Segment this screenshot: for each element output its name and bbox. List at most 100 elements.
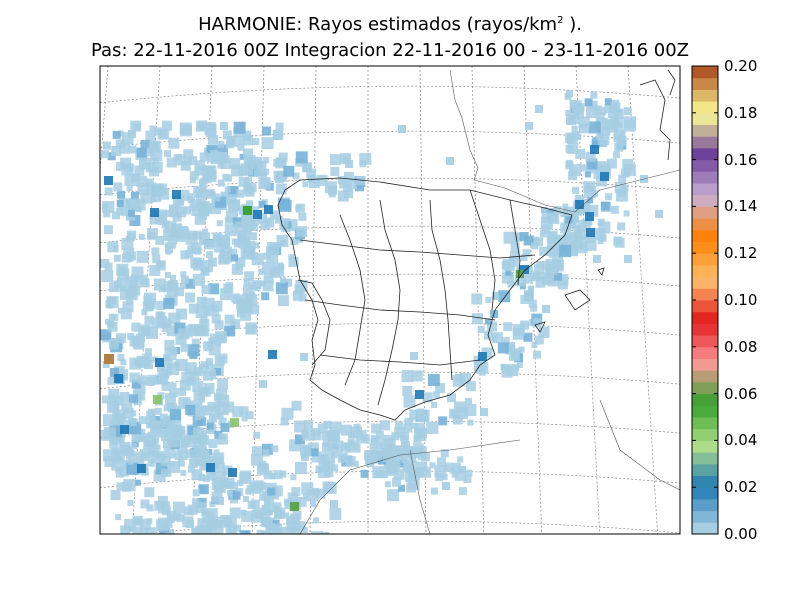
lightning-cell xyxy=(245,322,258,335)
lightning-cell xyxy=(256,529,264,534)
lightning-cell xyxy=(612,151,620,159)
colorbar-segment xyxy=(692,498,718,512)
lightning-cell xyxy=(187,193,194,200)
map-subtitle: Pas: 22-11-2016 00Z Integracion 22-11-20… xyxy=(90,40,689,61)
lightning-cell xyxy=(277,158,287,168)
lightning-cell xyxy=(166,522,173,529)
lightning-cell xyxy=(104,262,113,271)
lightning-cell xyxy=(208,257,218,267)
lightning-cell xyxy=(571,103,583,115)
lightning-cell xyxy=(166,435,179,448)
lightning-cell xyxy=(168,461,175,468)
lightning-cell xyxy=(231,254,239,262)
lightning-cell xyxy=(259,280,266,287)
lightning-cell xyxy=(395,421,404,430)
lightning-cell xyxy=(200,361,207,368)
lightning-cell xyxy=(202,228,209,235)
lightning-cell xyxy=(522,273,533,284)
lightning-cell xyxy=(210,150,218,158)
lightning-cell xyxy=(290,474,297,481)
lightning-cell xyxy=(194,257,203,266)
colorbar-tick-label: 0.06 xyxy=(724,384,758,403)
colorbar-segment xyxy=(692,89,718,102)
lightning-cell xyxy=(123,247,135,259)
lightning-cell xyxy=(523,235,534,246)
lightning-cell xyxy=(120,157,132,169)
lightning-cell xyxy=(180,275,189,284)
lightning-cell xyxy=(321,442,332,453)
lightning-cell xyxy=(440,449,449,458)
lightning-cell xyxy=(277,295,289,307)
lightning-cell xyxy=(208,134,219,145)
lightning-cell xyxy=(485,296,492,303)
lightning-cell xyxy=(194,190,202,198)
lightning-cell xyxy=(481,347,493,359)
lightning-cell xyxy=(116,199,124,207)
lightning-cell xyxy=(321,431,331,441)
lightning-cell xyxy=(210,516,222,528)
colorbar-tick-label: 0.12 xyxy=(724,244,758,263)
lightning-cell xyxy=(151,247,160,256)
lightning-cell xyxy=(164,393,176,405)
lightning-cell xyxy=(278,198,290,210)
lightning-cell xyxy=(210,416,217,423)
lightning-cell xyxy=(258,177,271,190)
lightning-cell xyxy=(180,206,187,213)
lightning-cell xyxy=(523,332,533,342)
lightning-cell xyxy=(391,432,400,441)
lightning-cell xyxy=(140,139,151,150)
lightning-cell xyxy=(310,501,317,508)
lightning-cell xyxy=(410,352,418,360)
lightning-cell xyxy=(271,445,279,453)
lightning-cell xyxy=(430,487,438,495)
lightning-cell xyxy=(239,406,249,416)
lightning-cell xyxy=(194,414,201,421)
lightning-cell xyxy=(565,216,573,224)
lightning-cell xyxy=(158,529,169,534)
lightning-cell xyxy=(193,230,203,240)
lightning-cell xyxy=(199,122,208,131)
lightning-cell xyxy=(160,455,171,466)
lightning-cell xyxy=(224,216,232,224)
lightning-cell xyxy=(532,318,542,328)
lightning-cell xyxy=(623,210,630,217)
lightning-cell xyxy=(348,431,356,439)
lightning-cell xyxy=(586,158,598,170)
lightning-cell xyxy=(127,458,134,465)
lightning-cell xyxy=(295,521,306,532)
lightning-cell xyxy=(130,191,139,200)
lightning-cell xyxy=(538,327,550,339)
lightning-cell xyxy=(239,153,246,160)
lightning-cell xyxy=(104,176,113,185)
lightning-cell xyxy=(533,350,542,359)
lightning-cell xyxy=(261,126,271,136)
lightning-cell xyxy=(565,109,572,116)
lightning-cell xyxy=(244,241,251,248)
lightning-cell xyxy=(278,152,288,162)
lightning-cell xyxy=(303,420,313,430)
lightning-cell xyxy=(519,232,529,242)
lightning-cell xyxy=(327,429,340,442)
colorbar-segment xyxy=(692,147,718,161)
lightning-cell xyxy=(531,341,538,348)
lightning-cell xyxy=(238,176,249,187)
lightning-cell xyxy=(262,280,274,292)
lightning-cell xyxy=(196,296,207,307)
lightning-cell xyxy=(294,284,305,295)
lightning-cell xyxy=(562,203,569,210)
lightning-cell xyxy=(184,506,194,516)
lightning-cell xyxy=(269,210,279,220)
lightning-cell xyxy=(535,105,543,113)
lightning-cell xyxy=(146,518,153,525)
lightning-cell xyxy=(617,222,626,231)
lightning-cell xyxy=(393,468,405,480)
lightning-cell xyxy=(153,395,162,404)
lightning-cell xyxy=(402,385,413,396)
lightning-cell xyxy=(193,427,205,439)
lightning-cell xyxy=(127,199,140,212)
lightning-cell xyxy=(216,220,223,227)
lightning-cell xyxy=(593,170,602,179)
colorbar-segment xyxy=(692,358,718,371)
lightning-cell xyxy=(128,417,137,426)
